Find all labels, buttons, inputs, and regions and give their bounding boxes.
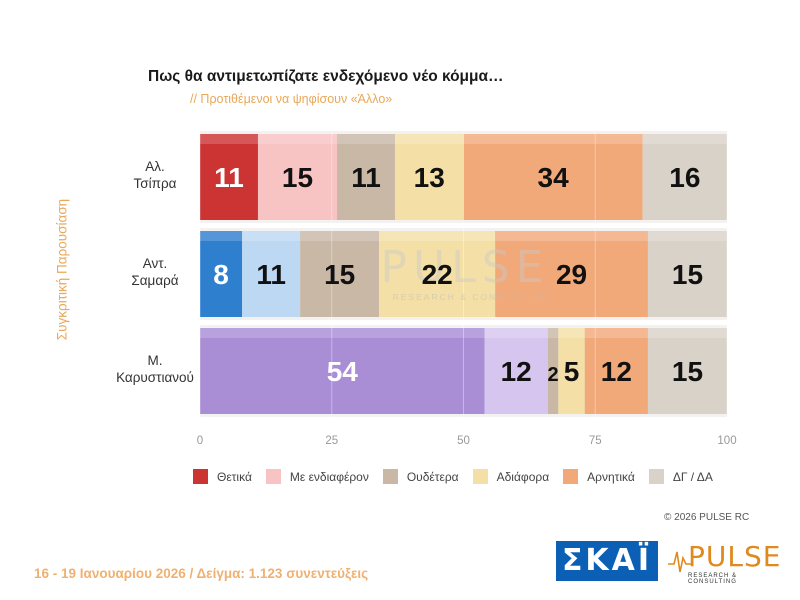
legend-label: ΔΓ / ΔΑ bbox=[672, 469, 713, 484]
bar-segment bbox=[200, 328, 485, 414]
watermark-text: PULSE bbox=[381, 242, 550, 293]
legend-item: ΔΓ / ΔΑ bbox=[648, 469, 713, 484]
legend-swatch bbox=[563, 469, 579, 484]
x-tick-label: 75 bbox=[589, 435, 602, 447]
legend-swatch bbox=[265, 469, 281, 484]
x-tick-label: 100 bbox=[717, 435, 736, 447]
pulse-wave-icon bbox=[668, 551, 692, 573]
data-label: 11 bbox=[214, 162, 244, 193]
footer-text: 16 - 19 Ιανουαρίου 2026 / Δείγμα: 1.123 … bbox=[34, 566, 369, 581]
data-label: 15 bbox=[324, 259, 355, 290]
data-label: 15 bbox=[672, 259, 703, 290]
data-label: 12 bbox=[501, 356, 532, 387]
bar-segment bbox=[300, 231, 380, 317]
legend-swatch bbox=[472, 469, 488, 484]
legend-item: Ουδέτερα bbox=[382, 469, 459, 484]
bar-segment bbox=[558, 328, 585, 414]
bar-segment-highlight bbox=[337, 134, 395, 144]
bar-segment bbox=[394, 134, 464, 220]
bar-segment-highlight bbox=[484, 328, 548, 338]
bar-segment bbox=[642, 134, 727, 220]
data-label: 12 bbox=[601, 356, 632, 387]
bar-segment bbox=[495, 231, 648, 317]
legend-label: Ουδέτερα bbox=[406, 469, 459, 484]
bar-segment bbox=[584, 328, 648, 414]
bar-segment-highlight bbox=[394, 134, 464, 144]
bar-segment-highlight bbox=[463, 134, 643, 144]
skai-logo: ΣΚΑΪ bbox=[556, 541, 658, 581]
bar-segment-highlight bbox=[200, 328, 485, 338]
data-label: 22 bbox=[422, 259, 453, 290]
category-label: Τσίπρα bbox=[134, 176, 177, 191]
category-label: Αντ. bbox=[143, 256, 168, 271]
legend-label: Θετικά bbox=[217, 469, 252, 484]
bar-segment bbox=[547, 328, 559, 414]
data-label: 34 bbox=[538, 162, 570, 193]
legend-swatch bbox=[382, 469, 398, 484]
pulse-logo-word: PULSE bbox=[688, 540, 782, 573]
data-label: 16 bbox=[669, 162, 700, 193]
chart-title: Πως θα αντιμετωπίζατε ενδεχόμενο νέο κόμ… bbox=[148, 68, 504, 85]
legend-label: Με ενδιαφέρον bbox=[289, 469, 369, 484]
bar-segment bbox=[242, 231, 301, 317]
data-label: 11 bbox=[351, 162, 381, 193]
bar-segment bbox=[484, 328, 548, 414]
bar-segment bbox=[647, 328, 727, 414]
copyright-text: © 2026 PULSE RC bbox=[664, 512, 750, 523]
pulse-logo-subtitle: RESEARCH & CONSULTING bbox=[688, 573, 738, 585]
legend-item: Θετικά bbox=[193, 469, 252, 484]
bar-segment bbox=[463, 134, 643, 220]
bar-segment bbox=[379, 231, 496, 317]
data-label: 29 bbox=[556, 259, 587, 290]
legend-swatch bbox=[648, 469, 664, 484]
data-label: 54 bbox=[327, 356, 359, 387]
bar-segment-highlight bbox=[200, 231, 243, 241]
data-label: 11 bbox=[256, 259, 286, 290]
bar-segment bbox=[647, 231, 727, 317]
legend-item: Με ενδιαφέρον bbox=[265, 469, 369, 484]
data-label: 5 bbox=[564, 356, 580, 387]
bar-segment-highlight bbox=[379, 231, 496, 241]
bar-segment-highlight bbox=[642, 134, 727, 144]
legend-item: Αδιάφορα bbox=[472, 469, 550, 484]
legend-swatch bbox=[193, 469, 208, 484]
bar-segment-highlight bbox=[257, 134, 338, 144]
bar-segment-highlight bbox=[558, 328, 585, 338]
legend-label: Αρνητικά bbox=[587, 469, 635, 484]
category-label: Καρυστιανού bbox=[116, 370, 194, 385]
bar-segment-highlight bbox=[495, 231, 648, 241]
x-tick-label: 50 bbox=[457, 435, 470, 447]
bar-segment bbox=[257, 134, 338, 220]
data-label: 2 bbox=[548, 364, 559, 386]
bar-segment-highlight bbox=[584, 328, 648, 338]
bar-segment-highlight bbox=[242, 231, 301, 241]
chart-subtitle: // Προτιθέμενοι να ψηφίσουν «Άλλο» bbox=[190, 92, 393, 106]
legend-item: Αρνητικά bbox=[563, 469, 635, 484]
watermark-subtext: RESEARCH & CONSULTING bbox=[393, 292, 548, 302]
pulse-logo: PULSE RESEARCH & CONSULTING bbox=[668, 540, 788, 585]
data-label: 13 bbox=[414, 162, 445, 193]
bar-segment-highlight bbox=[200, 134, 258, 144]
bar-segment-highlight bbox=[647, 231, 727, 241]
bar-segment-highlight bbox=[300, 231, 380, 241]
bar-segment bbox=[200, 134, 258, 220]
legend-label: Αδιάφορα bbox=[496, 469, 550, 484]
data-label: 8 bbox=[213, 259, 229, 290]
category-label: Μ. bbox=[148, 353, 163, 368]
bar-segment-highlight bbox=[547, 328, 559, 338]
x-tick-label: 0 bbox=[197, 435, 203, 447]
chart-legend: Θετικά Με ενδιαφέρον Ουδέτερα Αδιάφορα Αρνητ… bbox=[193, 469, 727, 484]
bar-segment bbox=[200, 231, 243, 317]
bar-segment-highlight bbox=[647, 328, 727, 338]
bar-segment bbox=[337, 134, 395, 220]
data-label: 15 bbox=[672, 356, 703, 387]
category-label: Αλ. bbox=[145, 159, 165, 174]
x-tick-label: 25 bbox=[325, 435, 338, 447]
category-label: Σαμαρά bbox=[131, 273, 178, 288]
data-label: 15 bbox=[282, 162, 313, 193]
